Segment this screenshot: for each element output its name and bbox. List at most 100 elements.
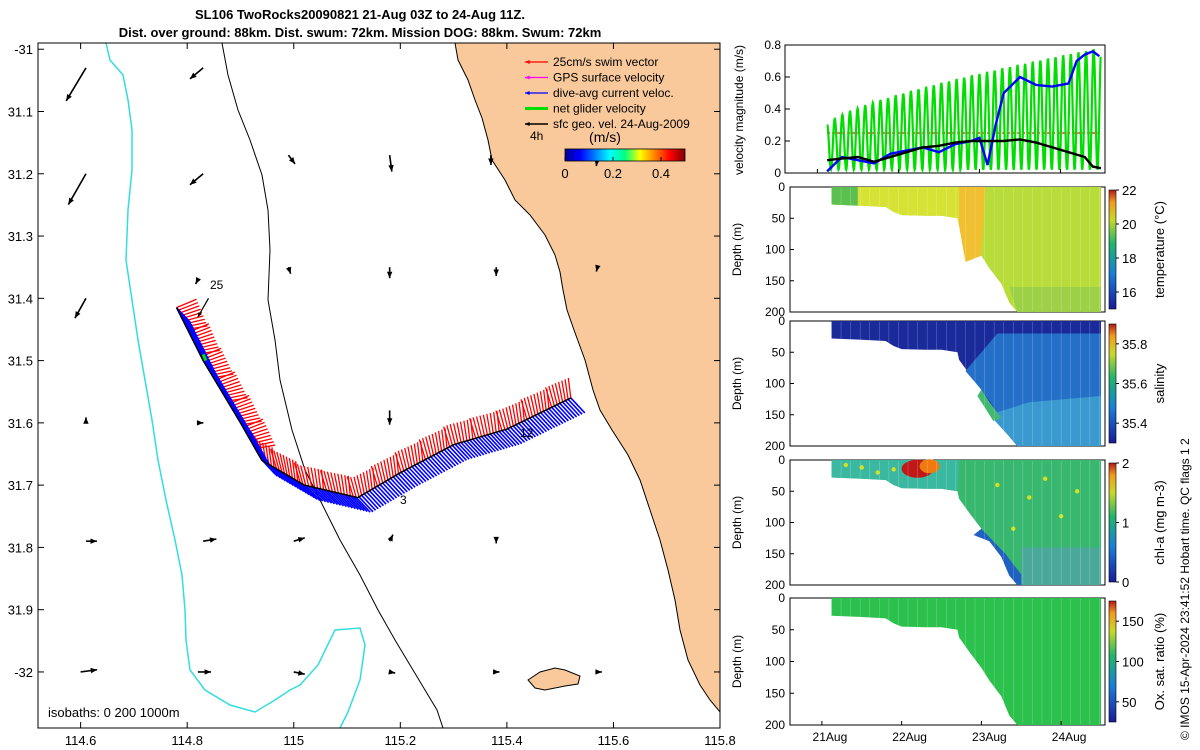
- swim-vector: [177, 301, 199, 311]
- swim-vector: [472, 417, 480, 438]
- colorbar-units-label: (m/s): [589, 129, 621, 145]
- temperature-panel: 0 50 100 150 200 Depth (m) 16 18 20 22 temperature…: [730, 180, 1167, 319]
- sfc-velocity-arrow: [203, 537, 217, 543]
- sfc-velocity-arrow: [189, 173, 204, 186]
- arrow-head: [83, 417, 89, 424]
- swim-vector: [446, 425, 453, 446]
- speed-colorbar-gradient: [564, 148, 686, 162]
- swim-vector: [551, 384, 558, 405]
- chl-high-sample: [859, 465, 864, 470]
- sfc-velocity-arrow: [493, 669, 500, 675]
- depth-axis-label: Depth (m): [730, 496, 744, 549]
- imos-credit: © IMOS 15-Apr-2024 23:41:52 Hobart time.…: [1178, 438, 1192, 740]
- colorbar-tick-label: 22: [1122, 183, 1136, 198]
- chl-high-sample: [843, 462, 849, 468]
- dive-avg-current-vectors: [175, 307, 586, 513]
- current-vector: [270, 465, 286, 482]
- map-y-tick-label: 31.5: [8, 354, 33, 369]
- chl-slope-low: [973, 528, 1030, 585]
- net-glider-velocity-mark: [201, 353, 208, 362]
- swim-vector: [268, 445, 272, 466]
- depth-tick-label: 150: [765, 547, 785, 561]
- current-vector: [477, 436, 494, 453]
- swim-vector: [317, 468, 322, 489]
- depth-tick-label: 0: [778, 453, 785, 467]
- swim-vector: [340, 474, 345, 495]
- arrow-head: [285, 266, 292, 274]
- sfc-velocity-arrow: [80, 667, 98, 674]
- swim-vector: [394, 452, 402, 473]
- arrow-head: [525, 122, 530, 126]
- swim-vector: [386, 458, 392, 479]
- chl-high-sample: [995, 482, 1000, 488]
- current-vector: [314, 486, 330, 504]
- current-vector: [408, 467, 424, 484]
- current-vector: [435, 453, 451, 470]
- current-vector: [281, 471, 297, 488]
- current-vector: [512, 425, 528, 442]
- swim-vector: [548, 385, 555, 407]
- swim-vector: [279, 453, 286, 474]
- swim-vector: [463, 420, 468, 441]
- swim-vector: [479, 415, 486, 436]
- current-vector: [501, 429, 517, 447]
- current-vector: [483, 435, 500, 452]
- temperature-cool-patch: [831, 187, 858, 206]
- current-vector: [184, 323, 200, 340]
- salinity-colorbar: [1108, 323, 1117, 444]
- current-vector: [349, 495, 365, 512]
- land-area: [454, 43, 720, 713]
- swim-vector: [456, 422, 462, 443]
- swim-vector: [377, 462, 384, 484]
- current-vector: [389, 477, 406, 494]
- current-vector: [186, 328, 203, 345]
- velocity-y-label: velocity magnitude (m/s): [732, 45, 746, 175]
- current-vector: [325, 489, 342, 506]
- chl-high-sample: [1042, 476, 1048, 481]
- chl-a-panel: 0 50 100 150 200 Depth (m) 0 1 2 chl-a (mg m-3): [730, 453, 1167, 592]
- current-vector: [361, 494, 377, 511]
- swim-vector: [508, 405, 514, 427]
- speed-colorbar: (m/s) 0 0.2 0.4: [561, 129, 686, 181]
- sfc-velocity-arrow: [388, 154, 394, 172]
- swim-vector: [326, 471, 334, 492]
- current-vector: [489, 433, 505, 450]
- annotation-4h: 4h: [530, 129, 543, 143]
- arrow-head: [189, 178, 197, 185]
- map-x-tick-label: 115: [283, 733, 304, 748]
- current-vector: [472, 438, 488, 455]
- arrow-head: [595, 264, 601, 272]
- temperature-warm-core: [959, 187, 986, 262]
- current-vector: [178, 312, 194, 329]
- isobath-200m: [221, 43, 444, 728]
- current-vector: [567, 398, 583, 415]
- current-vector: [559, 402, 575, 419]
- current-vector: [548, 408, 564, 425]
- swim-vector: [288, 458, 294, 479]
- current-vector: [392, 476, 408, 493]
- time-x-tick-label: 23Aug: [972, 730, 1007, 744]
- swim-vector: [523, 397, 531, 419]
- sfc-velocity-arrow: [386, 267, 393, 279]
- swim-vector: [515, 403, 520, 424]
- swim-vector: [413, 443, 418, 464]
- swim-vector: [370, 465, 379, 487]
- swim-vector: [285, 456, 291, 477]
- current-vector: [286, 474, 302, 491]
- depth-tick-label: 200: [765, 718, 785, 732]
- swim-vector: [441, 429, 445, 450]
- chl-high-sample: [1027, 495, 1032, 500]
- current-vector: [440, 450, 457, 467]
- colorbar-tick-label: 2: [1122, 456, 1129, 471]
- current-vector: [542, 410, 558, 427]
- swim-vector: [520, 399, 528, 420]
- swim-vector: [486, 413, 491, 435]
- current-vector: [340, 493, 356, 510]
- current-vector: [189, 334, 205, 351]
- arrow-head: [66, 93, 72, 101]
- depth-tick-label: 200: [765, 305, 785, 319]
- swim-vector: [282, 454, 288, 476]
- swim-vector: [313, 468, 319, 489]
- colorbar-tick-label: 50: [1122, 695, 1136, 710]
- current-vector: [397, 473, 414, 490]
